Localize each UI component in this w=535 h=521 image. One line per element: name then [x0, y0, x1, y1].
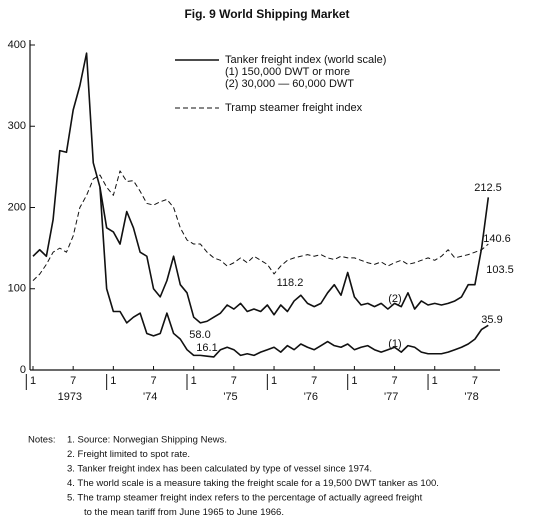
annotation: (2)	[388, 293, 401, 305]
y-tick-label: 400	[8, 39, 26, 51]
annotation: 16.1	[196, 342, 217, 354]
legend-label: (2) 30,000 — 60,000 DWT	[225, 78, 354, 90]
note: 5. The tramp steamer freight index refer…	[67, 493, 423, 504]
legend-label: (1) 150,000 DWT or more	[225, 66, 350, 78]
annotation: 58.0	[189, 329, 210, 341]
x-tick-label: 7	[472, 375, 478, 387]
note: to the mean tariff from June 1965 to Jun…	[84, 507, 284, 518]
note: Notes:	[28, 435, 55, 446]
note: 2. Freight limited to spot rate.	[67, 449, 190, 460]
y-tick-label: 200	[8, 201, 26, 213]
x-tick-label: 7	[392, 375, 398, 387]
note: 1. Source: Norwegian Shipping News.	[67, 435, 227, 446]
series-line	[32, 170, 489, 281]
year-label: '75	[223, 391, 237, 403]
annotation: 212.5	[474, 182, 502, 194]
year-label: '76	[304, 391, 318, 403]
x-tick-label: 1	[271, 375, 277, 387]
x-tick-label: 7	[70, 375, 76, 387]
note: 3. Tanker freight index has been calcula…	[67, 464, 372, 475]
series-line	[99, 187, 490, 324]
x-tick-label: 1	[432, 375, 438, 387]
x-tick-label: 1	[351, 375, 357, 387]
legend-label: Tramp steamer freight index	[225, 102, 363, 114]
annotation: 118.2	[277, 277, 304, 289]
year-label: '74	[143, 391, 157, 403]
series-line	[32, 52, 101, 258]
x-tick-label: 1	[191, 375, 197, 387]
x-tick-label: 1	[30, 375, 36, 387]
chart-title: Fig. 9 World Shipping Market	[184, 7, 349, 21]
x-tick-label: 7	[231, 375, 237, 387]
legend-label: Tanker freight index (world scale)	[225, 54, 386, 66]
year-label: '77	[384, 391, 398, 403]
y-tick-label: 300	[8, 120, 26, 132]
y-tick-label: 100	[8, 283, 26, 295]
year-label: 1973	[58, 391, 82, 403]
note: 4. The world scale is a measure taking t…	[67, 478, 439, 489]
annotation: 103.5	[486, 264, 514, 276]
x-tick-label: 7	[150, 375, 156, 387]
year-label: '78	[464, 391, 478, 403]
x-tick-label: 7	[311, 375, 317, 387]
x-tick-label: 1	[110, 375, 116, 387]
annotation: 35.9	[481, 314, 502, 326]
annotation: 140.6	[483, 233, 511, 245]
annotation: (1)	[388, 338, 401, 350]
y-tick-label: 0	[20, 364, 26, 376]
series-line	[99, 187, 489, 358]
